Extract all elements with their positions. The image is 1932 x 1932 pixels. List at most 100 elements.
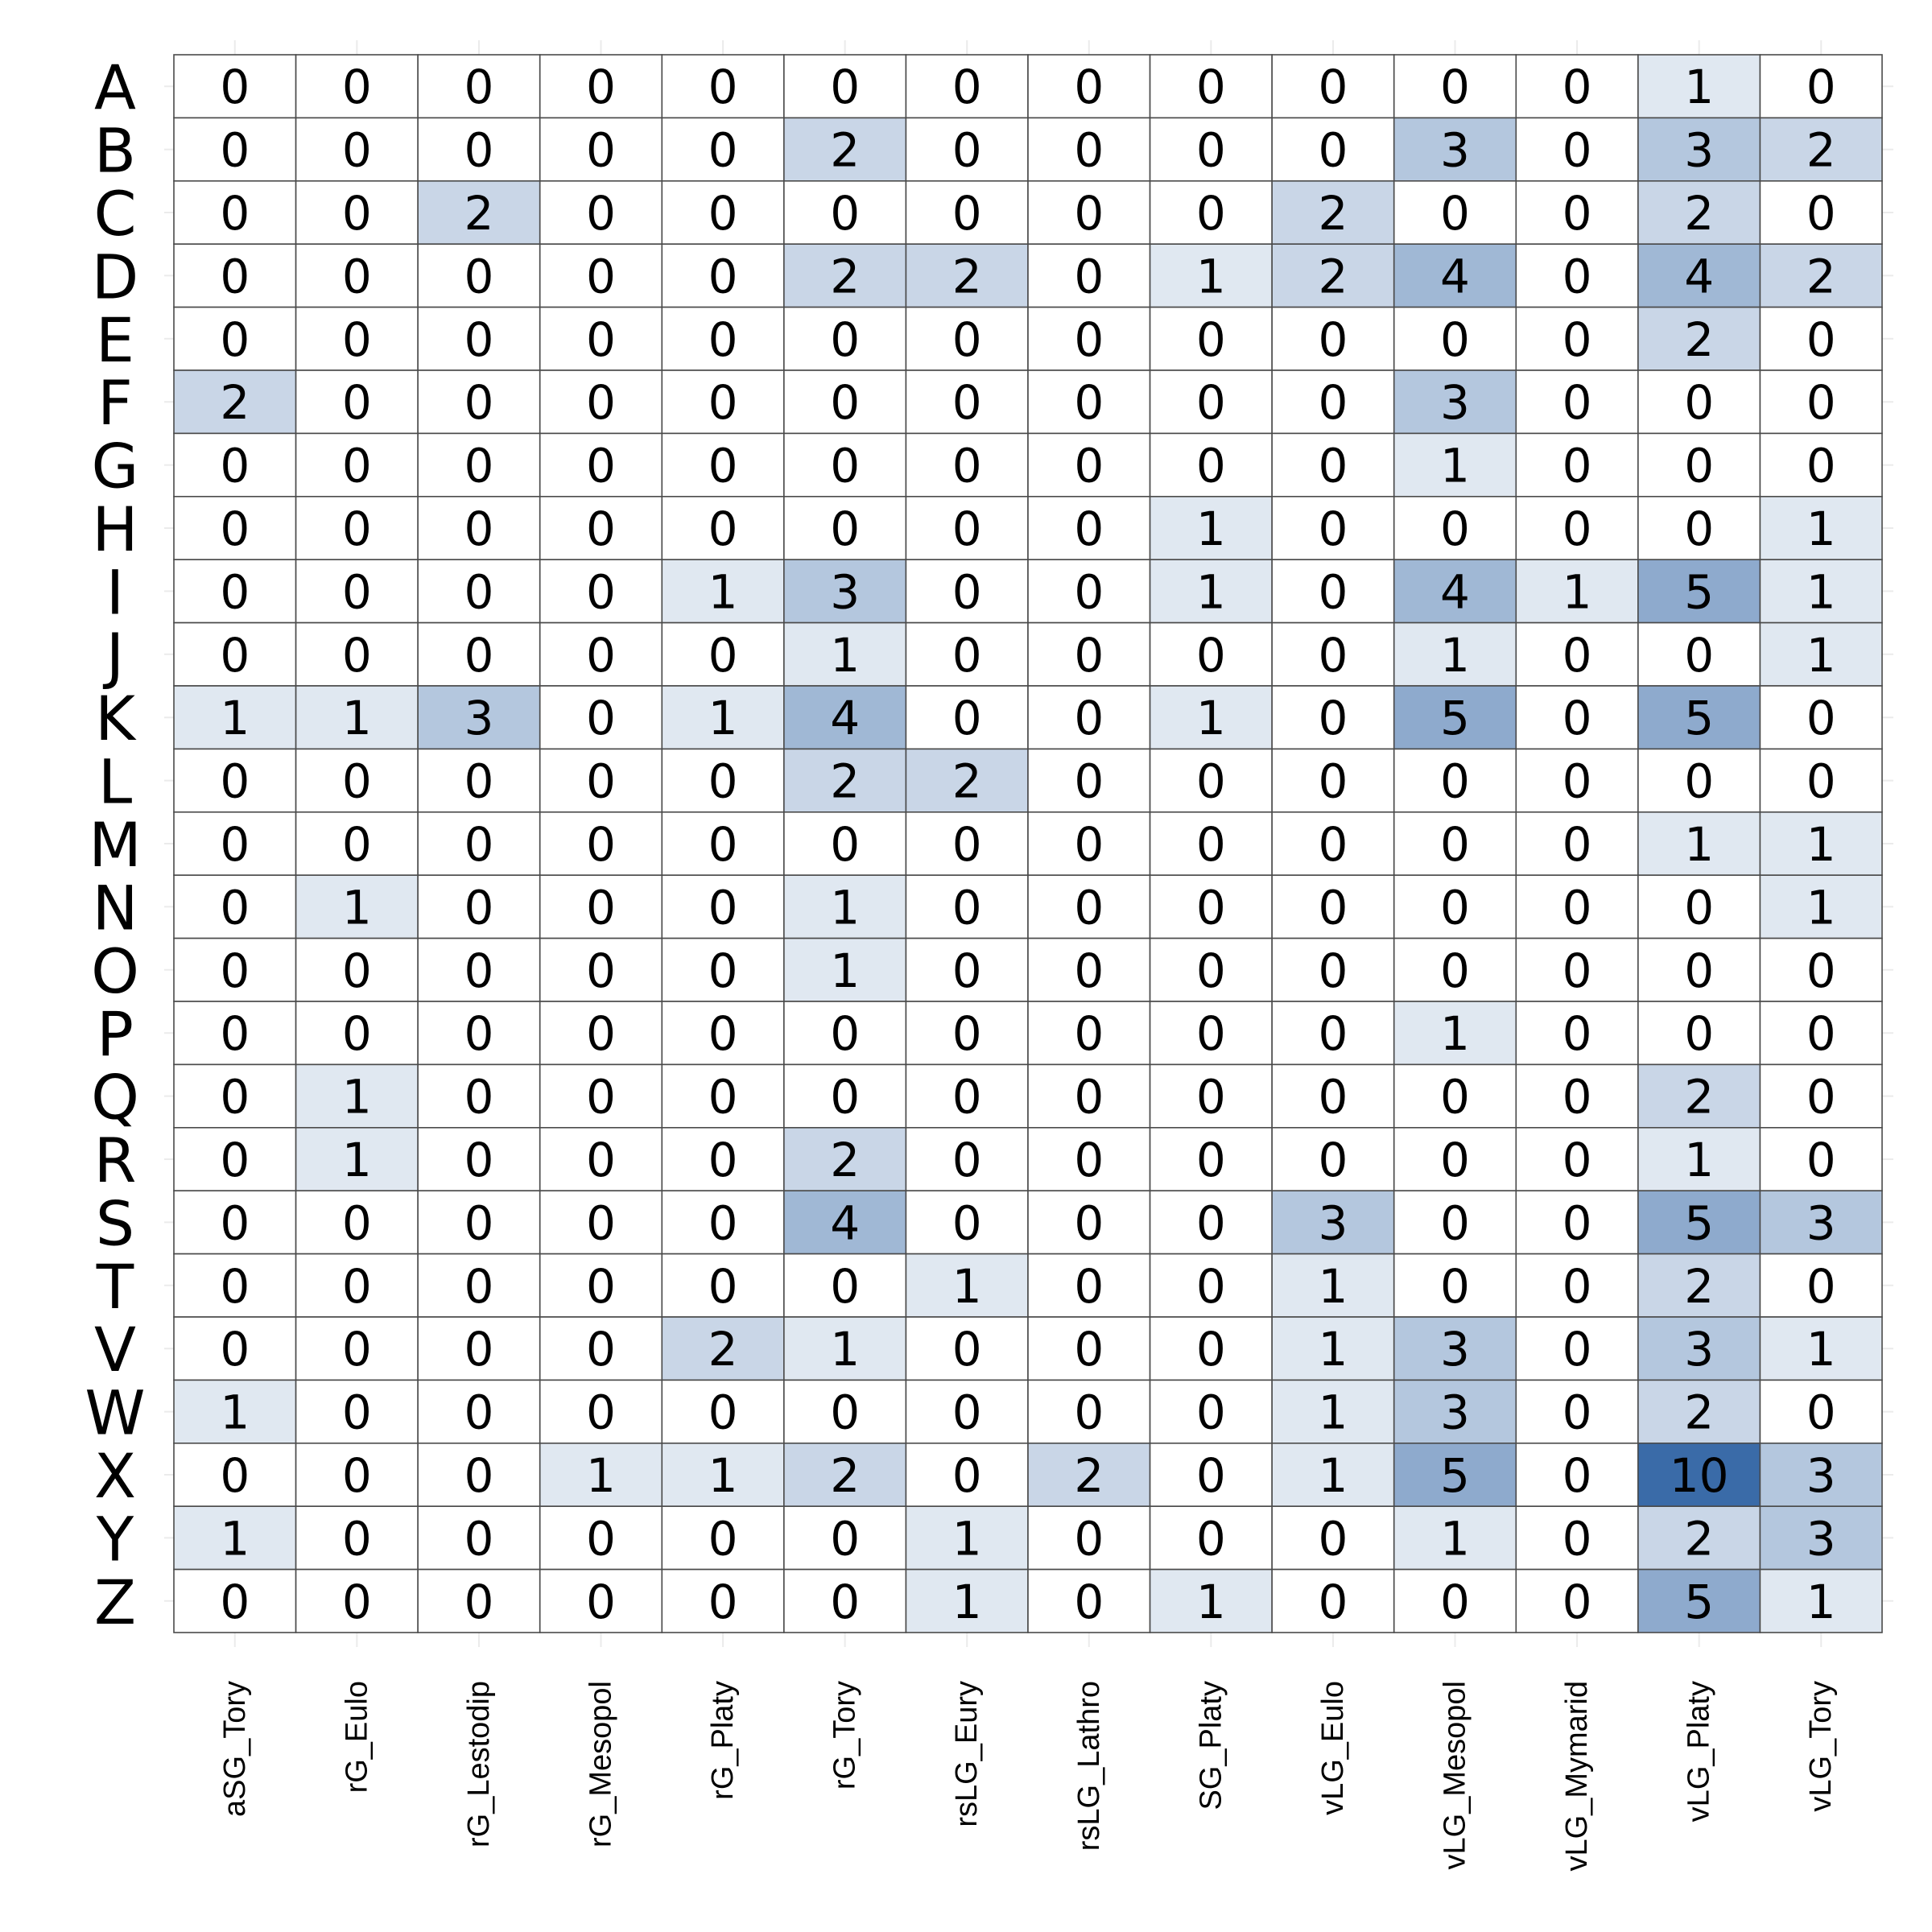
cell-value-label: 0 [464,375,493,430]
heatmap-cell-W-rG_Eulo [295,1379,419,1444]
heatmap-cell-D-rG_Mesopol [539,243,663,308]
heatmap-cell-P-aSG_Tory [173,1001,297,1066]
heatmap-cell-M-aSG_Tory [173,811,297,876]
heatmap-cell-W-rG_Tory [783,1379,907,1444]
cell-value-label: 0 [952,1448,982,1503]
heatmap-cell-S-rG_Eulo [295,1190,419,1255]
cell-value-label: 0 [586,123,616,178]
cell-value-label: 1 [342,880,372,935]
heatmap-cell-T-vLG_Platy [1637,1253,1761,1318]
heatmap-cell-A-rsLG_Lathro [1027,54,1151,119]
cell-value-label: 1 [952,1511,982,1566]
cell-value-label: 0 [708,375,738,430]
heatmap-cell-R-rG_Platy [661,1127,785,1192]
heatmap-cell-I-vLG_Mesopol [1393,559,1517,624]
cell-value-label: 2 [220,375,250,430]
cell-value-label: 3 [1806,1448,1836,1503]
heatmap-cell-F-rG_Tory [783,369,907,435]
heatmap-cell-K-vLG_Platy [1637,685,1761,750]
heatmap-cell-C-vLG_Mymarid [1515,180,1639,246]
heatmap-cell-T-rG_Platy [661,1253,785,1318]
cell-value-label: 0 [1318,880,1348,935]
heatmap-cell-Z-aSG_Tory [173,1568,297,1633]
cell-value-label: 1 [1440,1006,1470,1061]
cell-value-label: 1 [1806,564,1836,619]
cell-value-label: 0 [1196,1259,1226,1314]
cell-value-label: 0 [220,817,250,872]
cell-value-label: 0 [1440,186,1470,241]
cell-value-label: 0 [586,943,616,998]
heatmap-cell-H-rG_Tory [783,495,907,560]
cell-value-label: 5 [1440,1448,1470,1503]
heatmap-cell-M-vLG_Tory [1759,811,1883,876]
cell-value-label: 1 [1806,628,1836,683]
cell-value-label: 3 [1440,1322,1470,1377]
cell-value-label: 0 [1806,186,1836,241]
cell-value-label: 0 [586,312,616,367]
cell-value-label: 0 [1318,691,1348,745]
cell-value-label: 0 [586,1511,616,1566]
heatmap-cell-P-SG_Platy [1149,1001,1273,1066]
cell-value-label: 5 [1684,1575,1714,1629]
cell-value-label: 0 [1563,502,1592,556]
cell-value-label: 0 [1318,375,1348,430]
cell-value-label: 0 [342,943,372,998]
heatmap-cell-G-vLG_Tory [1759,432,1883,497]
cell-value-label: 0 [1563,123,1592,178]
cell-value-label: 0 [1806,754,1836,809]
cell-value-label: 0 [1440,1575,1470,1629]
cell-value-label: 1 [1196,691,1226,745]
heatmap-cell-O-rG_Tory [783,937,907,1002]
heatmap-cell-I-aSG_Tory [173,559,297,624]
cell-value-label: 0 [342,502,372,556]
cell-value-label: 0 [1563,1448,1592,1503]
cell-value-label: 0 [220,439,250,493]
cell-value-label: 0 [830,439,860,493]
row-label: W [85,1377,145,1449]
cell-value-label: 1 [342,691,372,745]
heatmap-cell-O-aSG_Tory [173,937,297,1002]
cell-value-label: 0 [708,439,738,493]
heatmap-cell-P-rsLG_Eury [905,1001,1029,1066]
heatmap-cell-A-rG_Lestodip [417,54,541,119]
heatmap-cell-X-vLG_Mymarid [1515,1443,1639,1508]
cell-value-label: 0 [952,186,982,241]
column-label: rsLG_Lathro [1072,1681,1106,1851]
cell-value-label: 0 [1318,1070,1348,1125]
cell-value-label: 0 [1440,312,1470,367]
cell-value-label: 0 [952,1195,982,1250]
cell-value-label: 0 [464,1006,493,1061]
cell-value-label: 0 [952,1385,982,1440]
cell-value-label: 0 [1563,312,1592,367]
heatmap-cell-R-vLG_Mymarid [1515,1127,1639,1192]
cell-value-label: 0 [342,60,372,114]
column-label: rsLG_Eury [950,1681,984,1827]
cell-value-label: 0 [708,817,738,872]
cell-value-label: 0 [1196,312,1226,367]
cell-value-label: 0 [342,312,372,367]
cell-value-label: 3 [1440,123,1470,178]
cell-value-label: 0 [830,817,860,872]
cell-value-label: 2 [1074,1448,1104,1503]
cell-value-label: 0 [1684,880,1714,935]
cell-value-label: 0 [464,439,493,493]
heatmap-cell-Z-vLG_Mymarid [1515,1568,1639,1633]
cell-value-label: 0 [1440,754,1470,809]
heatmap-cell-O-vLG_Platy [1637,937,1761,1002]
heatmap-cell-X-vLG_Eulo [1271,1443,1395,1508]
heatmap-cell-O-rG_Mesopol [539,937,663,1002]
cell-value-label: 0 [586,628,616,683]
cell-value-label: 0 [342,754,372,809]
heatmap-cell-S-rG_Mesopol [539,1190,663,1255]
heatmap-cell-Y-vLG_Tory [1759,1505,1883,1571]
cell-value-label: 0 [708,502,738,556]
heatmap-cell-P-vLG_Mesopol [1393,1001,1517,1066]
heatmap-cell-W-vLG_Tory [1759,1379,1883,1444]
heatmap-cell-E-rG_Platy [661,306,785,371]
cell-value-label: 0 [708,1511,738,1566]
heatmap-cell-L-vLG_Platy [1637,748,1761,813]
cell-value-label: 0 [586,439,616,493]
cell-value-label: 0 [1318,1511,1348,1566]
heatmap-cell-F-rG_Eulo [295,369,419,435]
heatmap-cell-G-SG_Platy [1149,432,1273,497]
